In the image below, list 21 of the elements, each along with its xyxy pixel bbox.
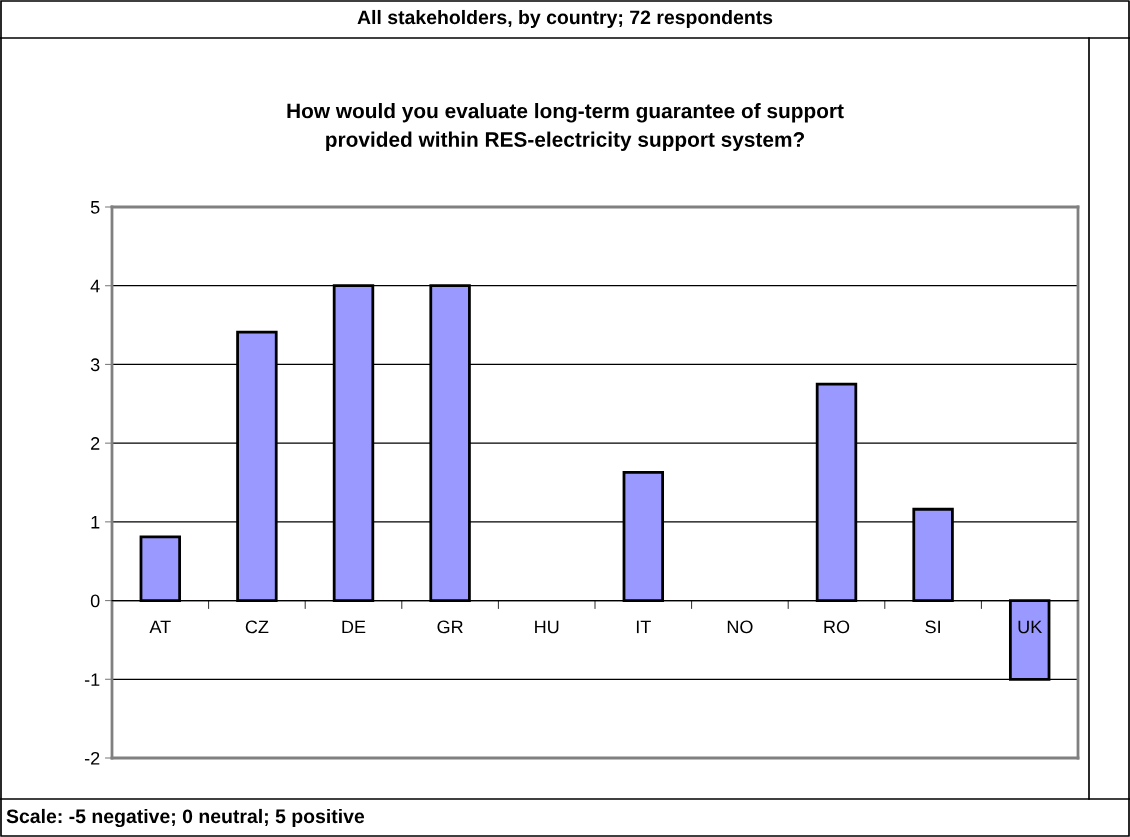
x-tick-label: UK <box>1018 620 1043 634</box>
y-tick-label: 4 <box>90 279 100 293</box>
y-tick-label: -1 <box>84 673 100 686</box>
x-tick-label: GR <box>437 620 463 634</box>
y-tick-label: 1 <box>91 515 100 529</box>
x-tick-label: SI <box>925 620 940 634</box>
y-tick-label: 3 <box>90 358 100 372</box>
x-tick-label: RO <box>824 620 850 634</box>
y-tick-label: -2 <box>84 751 100 765</box>
y-tick-label: 5 <box>90 201 100 214</box>
chart-subtitle: How would you evaluate long-term guarantee of support provided within RES-electricity support system? <box>287 103 844 151</box>
y-tick-label: 2 <box>91 437 100 450</box>
y-tick-label: 0 <box>90 594 100 608</box>
x-tick-label: CZ <box>245 620 269 634</box>
x-tick-label: IT <box>636 620 651 634</box>
x-tick-label: AT <box>149 620 171 634</box>
x-tick-label: NO <box>727 620 753 634</box>
text: Scale: -5 negative; 0 neutral; 5 positive <box>6 808 365 828</box>
chart-title: All stakeholders, by country; 72 respondents <box>357 9 773 29</box>
x-tick-label: DE <box>342 620 366 634</box>
x-tick-label: HU <box>535 620 559 634</box>
